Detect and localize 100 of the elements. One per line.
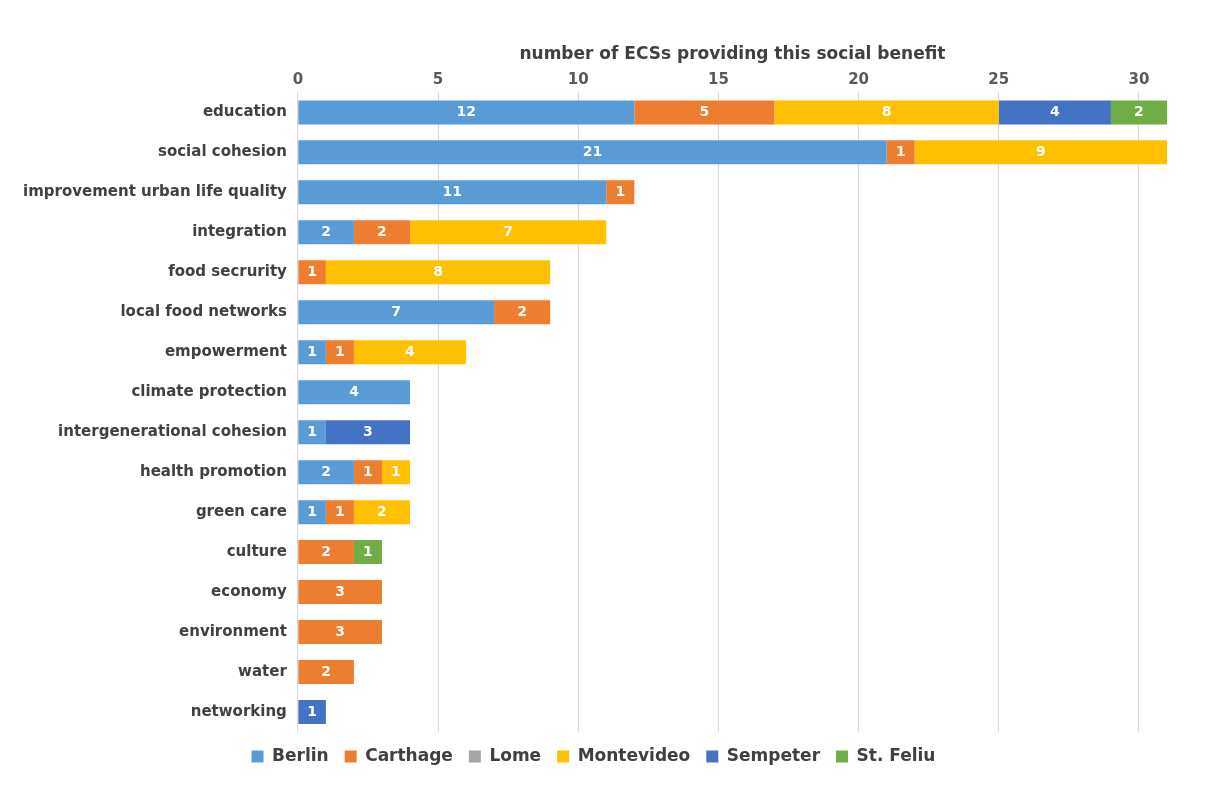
- legend-label: Lome: [489, 744, 542, 765]
- bar: [298, 500, 326, 525]
- data-label: 3: [363, 422, 373, 439]
- y-tick-label: green care: [195, 502, 287, 521]
- data-label: 1: [895, 143, 906, 159]
- y-tick-label: food secrurity: [168, 262, 288, 281]
- bar: [325, 420, 410, 445]
- data-label: 1: [615, 182, 626, 199]
- bar: [353, 340, 467, 365]
- data-label: 1: [307, 422, 317, 439]
- y-tick-label: environment: [179, 621, 287, 640]
- y-tick-label: economy: [211, 581, 288, 600]
- data-label: 2: [377, 222, 387, 239]
- bar: [325, 260, 551, 285]
- data-label: 4: [1049, 103, 1060, 120]
- data-label: 8: [433, 262, 443, 279]
- y-tick-label: climate protection: [131, 382, 287, 401]
- data-label: 1: [335, 342, 345, 359]
- bar: [634, 100, 775, 125]
- bar: [298, 340, 326, 365]
- x-axis-title: number of ECSs providing this social benefit: [519, 42, 946, 63]
- legend-label: Sempeter: [726, 744, 821, 765]
- data-label: 1: [307, 702, 317, 719]
- y-tick-label: water: [238, 661, 288, 680]
- data-label: 2: [517, 302, 528, 319]
- y-tick-label: networking: [190, 701, 287, 720]
- bar: [1110, 100, 1167, 125]
- bar: [298, 220, 354, 245]
- bar: [298, 540, 354, 565]
- data-label: 21: [582, 143, 603, 159]
- bar: [606, 180, 635, 205]
- data-label: 7: [391, 302, 402, 319]
- data-label: 2: [1134, 103, 1144, 120]
- bar: [325, 340, 354, 365]
- bar: [410, 220, 607, 245]
- data-label: 5: [699, 103, 710, 120]
- data-label: 12: [456, 103, 477, 120]
- legend-label: Berlin: [272, 744, 329, 765]
- bar: [353, 460, 382, 485]
- data-label: 3: [335, 582, 346, 599]
- legend-label: St. Feliu: [856, 744, 936, 765]
- y-tick-label: education: [202, 102, 287, 121]
- bar: [914, 140, 1167, 165]
- bar: [298, 700, 326, 725]
- data-label: 1: [391, 462, 401, 479]
- bar: [774, 100, 999, 125]
- bar: [325, 500, 354, 525]
- y-tick-label: culture: [226, 542, 287, 560]
- y-tick-label: health promotion: [139, 462, 287, 481]
- bar: [298, 460, 354, 485]
- x-tick-label: 30: [1128, 70, 1150, 89]
- bar: [298, 300, 495, 325]
- bar: [298, 660, 354, 685]
- bar: [494, 300, 551, 325]
- legend-label: Carthage: [365, 744, 453, 765]
- x-tick-label: 10: [567, 70, 589, 89]
- y-tick-label: local food networks: [120, 302, 287, 321]
- data-label: 1: [307, 262, 317, 279]
- data-label: 2: [321, 542, 332, 559]
- data-label: 2: [321, 662, 332, 679]
- data-label: 1: [335, 502, 345, 519]
- bar: [298, 380, 410, 405]
- data-label: 2: [377, 502, 387, 519]
- bar: [298, 580, 382, 605]
- x-tick-label: 25: [988, 70, 1010, 89]
- data-label: 11: [442, 182, 463, 199]
- data-label: 1: [363, 542, 373, 559]
- data-label: 2: [321, 222, 332, 239]
- bar: [886, 140, 915, 165]
- data-label: 1: [363, 462, 373, 479]
- data-label: 4: [405, 342, 416, 359]
- bar: [353, 540, 382, 565]
- data-label: 3: [335, 622, 346, 639]
- bar: [298, 420, 326, 445]
- bar: [353, 500, 410, 525]
- data-label: 1: [307, 502, 317, 519]
- y-tick-label: empowerment: [164, 342, 287, 361]
- x-tick-label: 15: [707, 70, 729, 89]
- bar: [298, 100, 635, 125]
- x-tick-label: 20: [848, 70, 870, 89]
- x-tick-label: 5: [432, 70, 444, 89]
- bar: [298, 180, 607, 205]
- bar: [298, 140, 887, 165]
- bar: [998, 100, 1111, 125]
- x-tick-label: 0: [292, 70, 304, 89]
- y-tick-label: intergenerational cohesion: [58, 422, 287, 441]
- y-tick-label: improvement urban life quality: [22, 182, 288, 201]
- y-tick-label: integration: [192, 222, 287, 241]
- data-label: 9: [1035, 143, 1046, 159]
- bar: [298, 620, 382, 645]
- data-label: 8: [881, 103, 892, 120]
- data-label: 1: [307, 342, 317, 359]
- data-label: 4: [349, 382, 360, 399]
- data-label: 7: [503, 222, 513, 239]
- bar: [298, 260, 326, 285]
- data-label: 2: [321, 462, 332, 479]
- legend-label: Montevideo: [577, 744, 691, 765]
- y-tick-label: social cohesion: [157, 142, 287, 161]
- bar: [381, 460, 410, 485]
- bar: [353, 220, 410, 245]
